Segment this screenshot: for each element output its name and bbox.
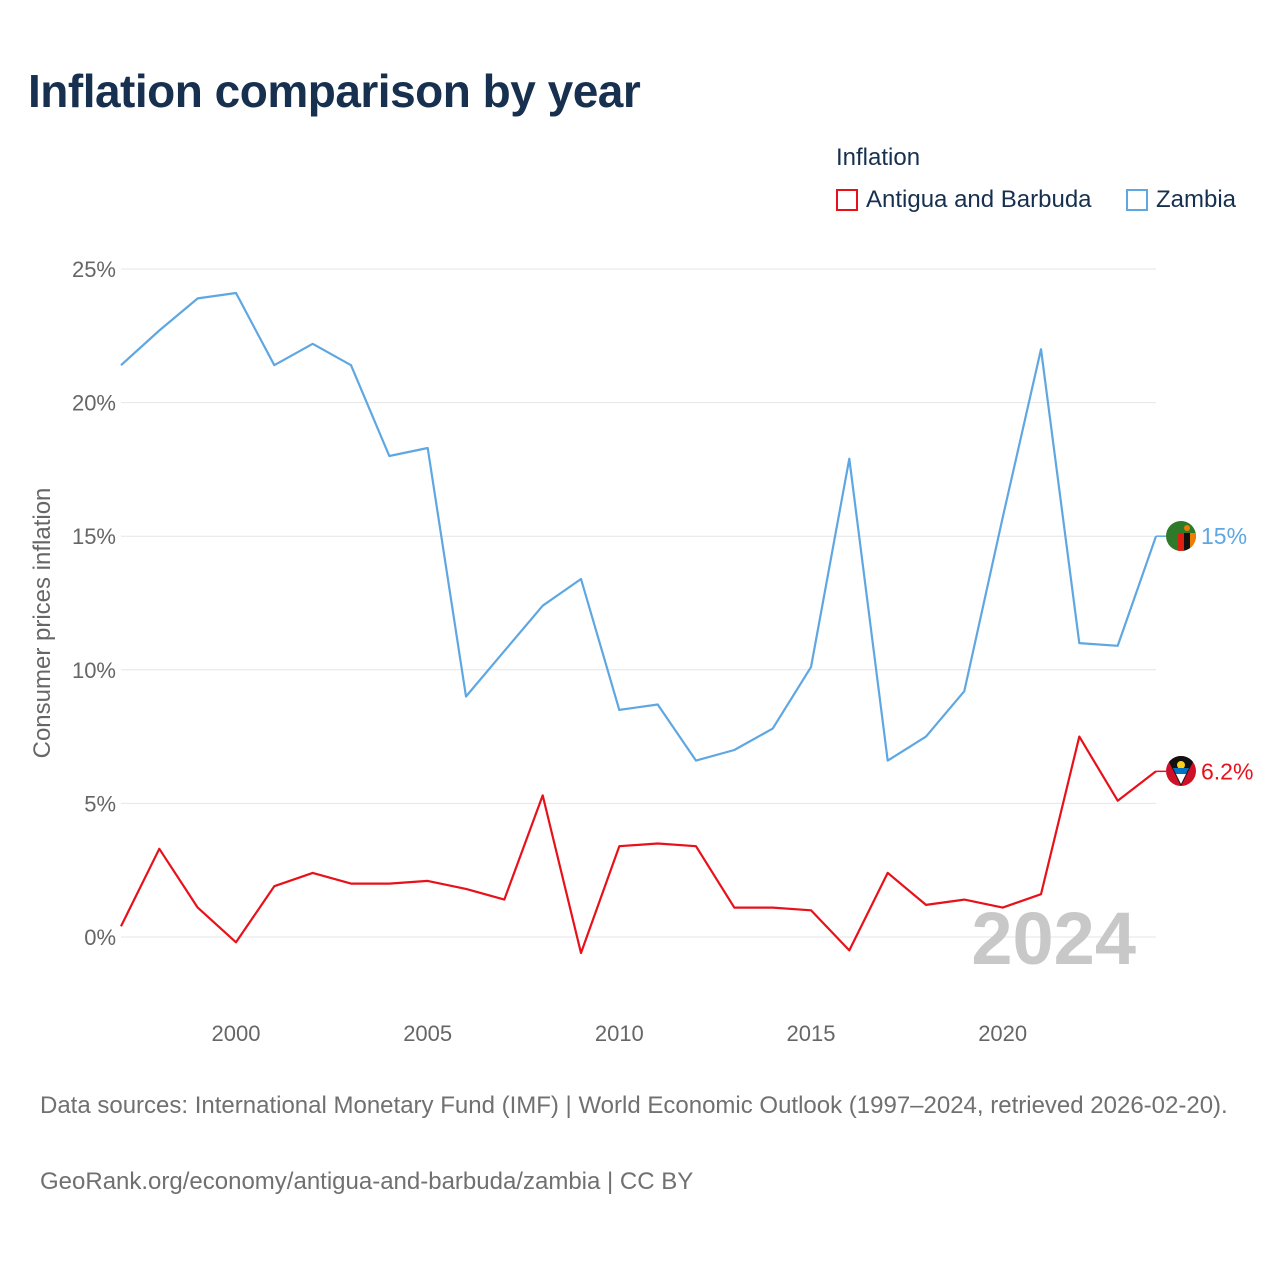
end-label-antigua-and-barbuda: 6.2% xyxy=(1201,758,1253,784)
legend-swatch-antigua xyxy=(836,189,858,211)
legend-item-zambia[interactable]: Zambia xyxy=(1126,186,1236,214)
legend-label-zambia: Zambia xyxy=(1156,186,1237,213)
end-label-zambia: 15% xyxy=(1201,523,1247,549)
y-tick-label: 10% xyxy=(72,658,116,683)
x-tick-label: 2020 xyxy=(978,1021,1027,1046)
y-tick-label: 0% xyxy=(84,925,116,950)
legend-title: Inflation xyxy=(836,144,921,171)
y-tick-label: 5% xyxy=(84,791,116,816)
y-tick-label: 20% xyxy=(72,391,116,416)
x-tick-label: 2005 xyxy=(403,1021,452,1046)
series-line-antigua-and-barbuda[interactable] xyxy=(120,735,1157,955)
y-tick-label: 25% xyxy=(72,257,116,282)
x-tick-label: 2015 xyxy=(787,1021,836,1046)
series-line-zambia[interactable] xyxy=(120,291,1158,762)
chart-title: Inflation comparison by year xyxy=(28,65,641,117)
y-tick-label: 15% xyxy=(72,524,116,549)
zambia-flag-icon xyxy=(1166,521,1196,551)
legend-label-antigua: Antigua and Barbuda xyxy=(866,186,1092,213)
y-axis-label: Consumer prices inflation xyxy=(29,488,56,759)
antigua-flag-icon xyxy=(1166,756,1196,786)
x-tick-label: 2010 xyxy=(595,1021,644,1046)
footer-sources: Data sources: International Monetary Fun… xyxy=(40,1092,1228,1119)
year-watermark: 2024 xyxy=(971,897,1136,980)
legend-item-antigua[interactable]: Antigua and Barbuda xyxy=(836,186,1092,214)
line-chart: 0% 5% 10% 15% 20% 25% 2000 2005 2010 2015 2020 202… xyxy=(29,257,1253,1046)
footer-site-link[interactable]: GeoRank.org/economy/antigua-and-barbuda/… xyxy=(40,1168,694,1195)
x-tick-label: 2000 xyxy=(212,1021,261,1046)
legend-swatch-zambia xyxy=(1126,189,1148,211)
